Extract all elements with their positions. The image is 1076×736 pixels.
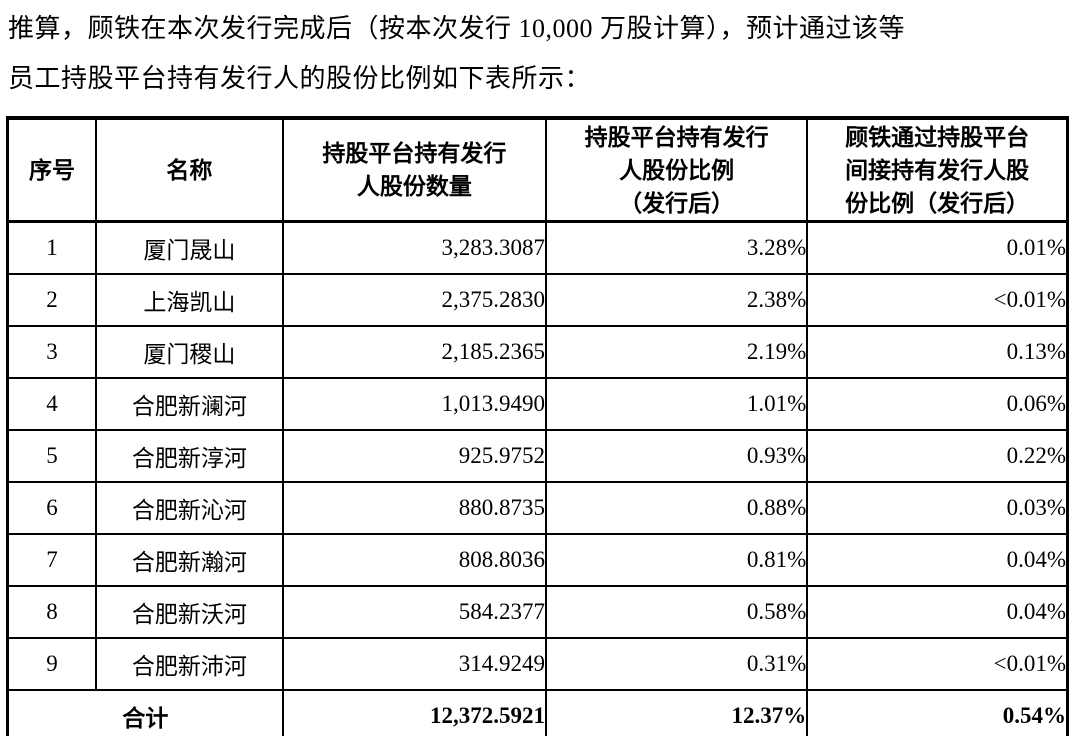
row-index-cell: 7 (6, 533, 97, 587)
table-row: 2 上海凯山 2,375.2830 2.38% <0.01% (6, 273, 1069, 327)
intro-paragraph: 推算，顾铁在本次发行完成后（按本次发行 10,000 万股计算），预计通过该等 … (0, 0, 1076, 104)
total-label-cell: 合计 (6, 689, 284, 736)
platform-name-cell: 厦门晟山 (94, 220, 284, 275)
row-index-cell: 2 (6, 273, 97, 327)
header-indirect-ratio: 顾铁通过持股平台 间接持有发行人股 份比例（发行后） (806, 117, 1069, 223)
table-row: 1 厦门晟山 3,283.3087 3.28% 0.01% (6, 220, 1069, 275)
shares-ratio-cell: 2.19% (545, 325, 809, 379)
platform-name-cell: 合肥新澜河 (94, 377, 284, 431)
indirect-ratio-cell: 0.04% (806, 533, 1069, 587)
row-index-cell: 9 (6, 637, 97, 691)
table-row: 3 厦门稷山 2,185.2365 2.19% 0.13% (6, 325, 1069, 379)
indirect-ratio-cell: <0.01% (806, 273, 1069, 327)
shares-count-cell: 2,185.2365 (281, 325, 548, 379)
platform-name-cell: 合肥新沛河 (94, 637, 284, 691)
platform-name-cell: 厦门稷山 (94, 325, 284, 379)
header-shares-ratio: 持股平台持有发行 人股份比例 （发行后） (545, 117, 809, 223)
indirect-ratio-cell: 0.03% (806, 481, 1069, 535)
total-row: 合计 12,372.5921 12.37% 0.54% (6, 689, 1069, 736)
table-row: 5 合肥新淳河 925.9752 0.93% 0.22% (6, 429, 1069, 483)
shares-ratio-cell: 0.81% (545, 533, 809, 587)
table-header: 序号 名称 持股平台持有发行 人股份数量 持股平台持有发行 人股份比例 （发行后… (6, 117, 1069, 223)
table-row: 4 合肥新澜河 1,013.9490 1.01% 0.06% (6, 377, 1069, 431)
header-index: 序号 (6, 117, 97, 223)
table-row: 8 合肥新沃河 584.2377 0.58% 0.04% (6, 585, 1069, 639)
table-row: 7 合肥新瀚河 808.8036 0.81% 0.04% (6, 533, 1069, 587)
row-index-cell: 8 (6, 585, 97, 639)
platform-name-cell: 合肥新沃河 (94, 585, 284, 639)
shares-ratio-cell: 1.01% (545, 377, 809, 431)
total-ratio-cell: 12.37% (545, 689, 809, 736)
intro-line-2: 员工持股平台持有发行人的股份比例如下表所示： (8, 64, 592, 93)
total-indirect-cell: 0.54% (806, 689, 1069, 736)
shares-ratio-cell: 0.88% (545, 481, 809, 535)
shares-count-cell: 314.9249 (281, 637, 548, 691)
total-shares-cell: 12,372.5921 (281, 689, 548, 736)
row-index-cell: 6 (6, 481, 97, 535)
row-index-cell: 5 (6, 429, 97, 483)
header-shares-count: 持股平台持有发行 人股份数量 (281, 117, 548, 223)
header-name: 名称 (94, 117, 284, 223)
indirect-ratio-cell: 0.01% (806, 220, 1069, 275)
shares-count-cell: 2,375.2830 (281, 273, 548, 327)
shares-count-cell: 808.8036 (281, 533, 548, 587)
shares-ratio-cell: 0.93% (545, 429, 809, 483)
indirect-ratio-cell: 0.22% (806, 429, 1069, 483)
indirect-ratio-cell: 0.06% (806, 377, 1069, 431)
shares-ratio-cell: 0.31% (545, 637, 809, 691)
row-index-cell: 1 (6, 220, 97, 275)
row-index-cell: 4 (6, 377, 97, 431)
shares-ratio-cell: 3.28% (545, 220, 809, 275)
indirect-ratio-cell: 0.13% (806, 325, 1069, 379)
shares-count-cell: 584.2377 (281, 585, 548, 639)
table-row: 9 合肥新沛河 314.9249 0.31% <0.01% (6, 637, 1069, 691)
shares-count-cell: 1,013.9490 (281, 377, 548, 431)
row-index-cell: 3 (6, 325, 97, 379)
platform-name-cell: 合肥新瀚河 (94, 533, 284, 587)
indirect-ratio-cell: 0.04% (806, 585, 1069, 639)
shares-count-cell: 925.9752 (281, 429, 548, 483)
table-body: 1 厦门晟山 3,283.3087 3.28% 0.01% 2 上海凯山 2,3… (6, 220, 1069, 736)
shares-count-cell: 3,283.3087 (281, 220, 548, 275)
shares-ratio-cell: 2.38% (545, 273, 809, 327)
indirect-ratio-cell: <0.01% (806, 637, 1069, 691)
shareholding-table: 序号 名称 持股平台持有发行 人股份数量 持股平台持有发行 人股份比例 （发行后… (6, 116, 1069, 736)
table-row: 6 合肥新沁河 880.8735 0.88% 0.03% (6, 481, 1069, 535)
header-row: 序号 名称 持股平台持有发行 人股份数量 持股平台持有发行 人股份比例 （发行后… (6, 117, 1069, 223)
shares-count-cell: 880.8735 (281, 481, 548, 535)
platform-name-cell: 合肥新淳河 (94, 429, 284, 483)
shares-ratio-cell: 0.58% (545, 585, 809, 639)
intro-line-1: 推算，顾铁在本次发行完成后（按本次发行 10,000 万股计算），预计通过该等 (8, 14, 906, 43)
platform-name-cell: 合肥新沁河 (94, 481, 284, 535)
platform-name-cell: 上海凯山 (94, 273, 284, 327)
